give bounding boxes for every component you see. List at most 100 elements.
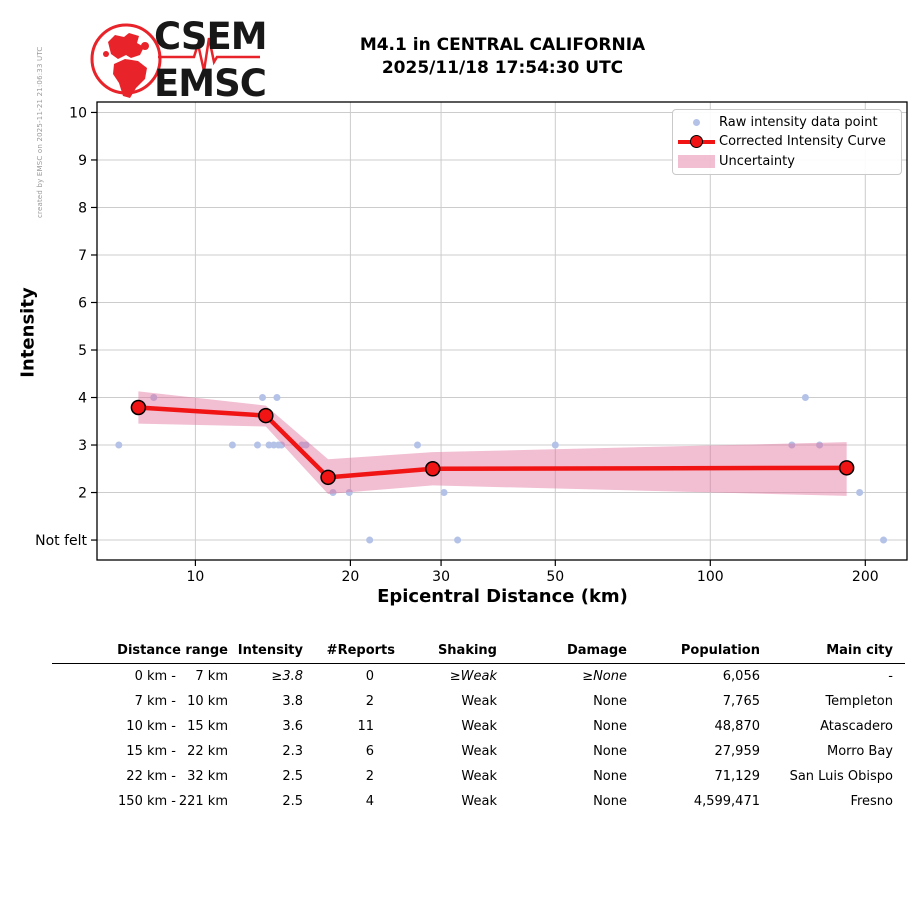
event-datetime: 2025/11/18 17:54:30 UTC [381, 58, 624, 78]
column-header-main-city: Main city [826, 642, 893, 658]
curve-marker [130, 399, 147, 416]
x-tick-label-100: 100 [697, 569, 724, 585]
curve-line-icon [673, 134, 719, 148]
seismogram-trace-icon [158, 37, 260, 72]
cell-intensity: 2.3 [282, 744, 303, 759]
cell-damage: None [593, 794, 627, 809]
x-tick-label-10: 10 [186, 569, 204, 585]
raw-intensity-point [273, 394, 281, 402]
cell-damage: None [593, 744, 627, 759]
cell-distance-range: 7 km -10 km [134, 694, 228, 709]
cell-damage: None [593, 769, 627, 784]
raw-intensity-point [253, 441, 261, 449]
raw-intensity-point [259, 394, 267, 402]
plot-border [96, 101, 908, 561]
raw-intensity-point [302, 441, 310, 449]
legend-item-uncertainty: Uncertainty [673, 152, 901, 171]
raw-intensity-point [856, 489, 864, 497]
cell-shaking: Weak [461, 694, 497, 709]
legend-item-raw: Raw intensity data point [673, 113, 901, 132]
cell-reports: 4 [365, 794, 374, 809]
y-tick-label-7: 7 [78, 248, 87, 264]
raw-intensity-point [454, 536, 462, 544]
table-row: 15 km -22 km 2.3 6 Weak None 27,959 Morro Bay [52, 739, 905, 764]
cell-shaking: ≥Weak [449, 669, 497, 684]
raw-intensity-point [366, 536, 374, 544]
emsc-logo: CSEM EMSC [90, 15, 266, 105]
raw-intensity-point [414, 441, 422, 449]
column-header-intensity: Intensity [237, 642, 303, 658]
table-row: 0 km -7 km ≥3.8 0 ≥Weak ≥None 6,056 - [52, 664, 905, 689]
column-header-distance-range: Distance range [117, 642, 228, 658]
y-tick-label-2: 2 [78, 486, 87, 502]
y-tick-label-10: 10 [69, 105, 87, 121]
cell-intensity: 2.5 [282, 794, 303, 809]
y-tick-label-9: 9 [78, 153, 87, 169]
chart-legend: Raw intensity data point Corrected Inten… [672, 109, 902, 175]
logo-text-emsc: EMSC [154, 62, 266, 105]
y-tick-label-8: 8 [78, 200, 87, 216]
y-tick-label-4: 4 [78, 391, 87, 407]
cell-population: 71,129 [714, 769, 761, 784]
cell-intensity: 3.6 [282, 719, 303, 734]
cell-main-city: Templeton [825, 694, 893, 709]
cell-distance-range: 0 km -7 km [134, 669, 228, 684]
cell-damage: ≥None [582, 669, 627, 684]
y-tick-label-5: 5 [78, 343, 87, 359]
legend-label-raw: Raw intensity data point [719, 115, 878, 131]
cell-population: 48,870 [714, 719, 761, 734]
uncertainty-band-icon [673, 154, 719, 168]
y-tick-label-6: 6 [78, 295, 87, 311]
raw-intensity-point [880, 536, 888, 544]
raw-intensity-point [440, 489, 448, 497]
cell-reports: 11 [357, 719, 374, 734]
globe-icon [90, 23, 162, 98]
raw-intensity-point [345, 489, 353, 497]
x-tick-label-20: 20 [341, 569, 359, 585]
table-row: 22 km -32 km 2.5 2 Weak None 71,129 San Luis O… [52, 764, 905, 789]
y-tick-label-3: 3 [78, 438, 87, 454]
page-title: M4.1 in CENTRAL CALIFORNIA 2025/11/18 17… [90, 34, 915, 80]
cell-shaking: Weak [461, 744, 497, 759]
intensity-chart: 10 20 30 50 100 200 10 9 8 7 6 5 4 3 2 Not felt Intensi… [17, 101, 908, 607]
cell-reports: 0 [365, 669, 374, 684]
cell-distance-range: 150 km -221 km [118, 794, 228, 809]
cell-intensity: 3.8 [282, 694, 303, 709]
y-axis-label: Intensity [17, 287, 39, 378]
raw-intensity-point [115, 441, 123, 449]
y-tick-label-Not felt: Not felt [35, 533, 87, 549]
x-tick-label-30: 30 [432, 569, 450, 585]
cell-shaking: Weak [461, 794, 497, 809]
raw-intensity-point [551, 441, 559, 449]
column-header-damage: Damage [566, 642, 627, 658]
cell-shaking: Weak [461, 769, 497, 784]
raw-intensity-point [329, 489, 337, 497]
cell-main-city: Morro Bay [826, 744, 893, 759]
cell-reports: 2 [365, 769, 374, 784]
intensity-report-table: Distance range Intensity #Reports Shaking Da… [52, 637, 905, 814]
curve-marker [320, 469, 336, 486]
curve-marker [838, 460, 855, 476]
curve-marker [424, 461, 441, 477]
raw-intensity-point [788, 441, 796, 449]
cell-reports: 2 [365, 694, 374, 709]
raw-intensity-point [150, 394, 158, 402]
cell-reports: 6 [365, 744, 374, 759]
column-header--reports: #Reports [326, 642, 395, 658]
x-tick-label-50: 50 [546, 569, 564, 585]
cell-population: 6,056 [722, 669, 760, 684]
cell-distance-range: 22 km -32 km [126, 769, 228, 784]
x-tick-label-200: 200 [852, 569, 879, 585]
cell-population: 4,599,471 [693, 794, 760, 809]
cell-intensity: ≥3.8 [271, 669, 303, 684]
table-row: 7 km -10 km 3.8 2 Weak None 7,765 Templeton [52, 689, 905, 714]
cell-population: 7,765 [722, 694, 760, 709]
cell-main-city: - [888, 669, 893, 684]
column-header-shaking: Shaking [437, 642, 497, 658]
chart-canvas: 10 20 30 50 100 200 10 9 8 7 6 5 4 3 2 Not felt [35, 101, 908, 585]
table-header-rule [52, 663, 905, 664]
logo-text-csem: CSEM [154, 15, 266, 58]
column-header-population: Population [680, 642, 760, 658]
cell-main-city: San Luis Obispo [789, 769, 893, 784]
